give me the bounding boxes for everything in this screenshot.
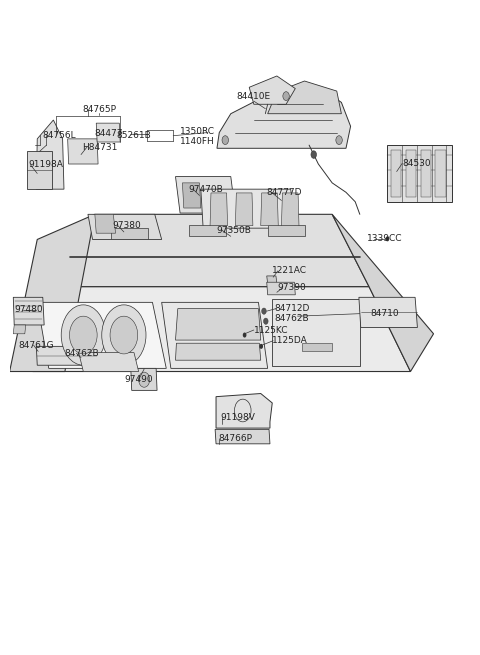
Polygon shape — [111, 228, 148, 240]
Polygon shape — [435, 150, 445, 196]
Text: 85261B: 85261B — [117, 130, 151, 140]
Polygon shape — [210, 193, 228, 225]
Polygon shape — [65, 214, 369, 287]
Polygon shape — [95, 214, 116, 233]
Polygon shape — [13, 297, 44, 325]
Text: 84712D: 84712D — [274, 304, 310, 313]
Text: 84766P: 84766P — [218, 434, 252, 443]
Text: 84762B: 84762B — [64, 348, 98, 358]
Polygon shape — [391, 150, 401, 196]
Polygon shape — [189, 225, 226, 236]
Text: 97390: 97390 — [278, 284, 307, 292]
Polygon shape — [36, 346, 97, 365]
Polygon shape — [27, 151, 52, 189]
Polygon shape — [387, 145, 452, 202]
Text: 84762B: 84762B — [274, 314, 309, 323]
Polygon shape — [162, 303, 268, 368]
Polygon shape — [281, 193, 299, 225]
Polygon shape — [96, 123, 120, 142]
Text: 84765P: 84765P — [83, 105, 117, 115]
Circle shape — [102, 305, 146, 365]
Text: 97490: 97490 — [124, 375, 153, 384]
Polygon shape — [272, 299, 360, 367]
Circle shape — [243, 333, 246, 337]
Polygon shape — [268, 81, 341, 114]
Text: 84710: 84710 — [370, 309, 398, 318]
Circle shape — [110, 316, 138, 354]
Polygon shape — [302, 343, 332, 351]
Text: 97480: 97480 — [14, 305, 43, 314]
Polygon shape — [13, 325, 26, 334]
Polygon shape — [267, 282, 295, 295]
Polygon shape — [267, 276, 277, 284]
Text: 1350RC: 1350RC — [180, 127, 215, 136]
Text: 91198V: 91198V — [221, 413, 255, 422]
Polygon shape — [215, 430, 270, 444]
Polygon shape — [33, 287, 410, 371]
Polygon shape — [176, 309, 261, 340]
Polygon shape — [10, 214, 95, 371]
Polygon shape — [249, 76, 295, 104]
Text: 1140FH: 1140FH — [180, 137, 215, 146]
Polygon shape — [216, 394, 272, 428]
Polygon shape — [88, 214, 162, 240]
Polygon shape — [36, 120, 64, 189]
Text: 1125KC: 1125KC — [254, 326, 288, 335]
Text: 1125DA: 1125DA — [272, 336, 308, 345]
Polygon shape — [235, 193, 253, 225]
Polygon shape — [201, 189, 295, 228]
Text: 84777D: 84777D — [267, 189, 302, 197]
Polygon shape — [176, 177, 235, 213]
Circle shape — [264, 318, 268, 324]
Circle shape — [70, 316, 97, 354]
Circle shape — [61, 305, 106, 365]
Circle shape — [259, 344, 263, 349]
Polygon shape — [261, 193, 278, 225]
Text: 84477: 84477 — [94, 129, 122, 138]
Polygon shape — [420, 150, 431, 196]
Text: 1339CC: 1339CC — [367, 234, 402, 244]
Polygon shape — [79, 352, 139, 371]
Polygon shape — [68, 139, 98, 164]
Polygon shape — [131, 368, 157, 390]
Text: H84731: H84731 — [83, 143, 118, 151]
Polygon shape — [182, 183, 201, 208]
Text: 1221AC: 1221AC — [272, 267, 307, 275]
Text: 84761G: 84761G — [18, 341, 53, 350]
Circle shape — [283, 92, 289, 100]
Circle shape — [385, 236, 389, 241]
Polygon shape — [359, 297, 418, 328]
Text: 84410E: 84410E — [237, 92, 271, 101]
Polygon shape — [37, 303, 166, 368]
Polygon shape — [268, 225, 304, 236]
Polygon shape — [332, 214, 433, 371]
Text: 97470B: 97470B — [188, 185, 223, 194]
Circle shape — [222, 136, 228, 145]
Text: 84756L: 84756L — [43, 130, 76, 140]
Text: 91198A: 91198A — [28, 160, 63, 169]
Text: 97380: 97380 — [112, 221, 141, 230]
Circle shape — [262, 308, 266, 314]
Circle shape — [336, 136, 342, 145]
Polygon shape — [217, 90, 350, 148]
Text: 97350B: 97350B — [216, 225, 251, 234]
Text: 84530: 84530 — [402, 159, 431, 168]
Circle shape — [139, 372, 150, 387]
Polygon shape — [406, 150, 416, 196]
Polygon shape — [176, 343, 261, 360]
Circle shape — [311, 151, 316, 159]
